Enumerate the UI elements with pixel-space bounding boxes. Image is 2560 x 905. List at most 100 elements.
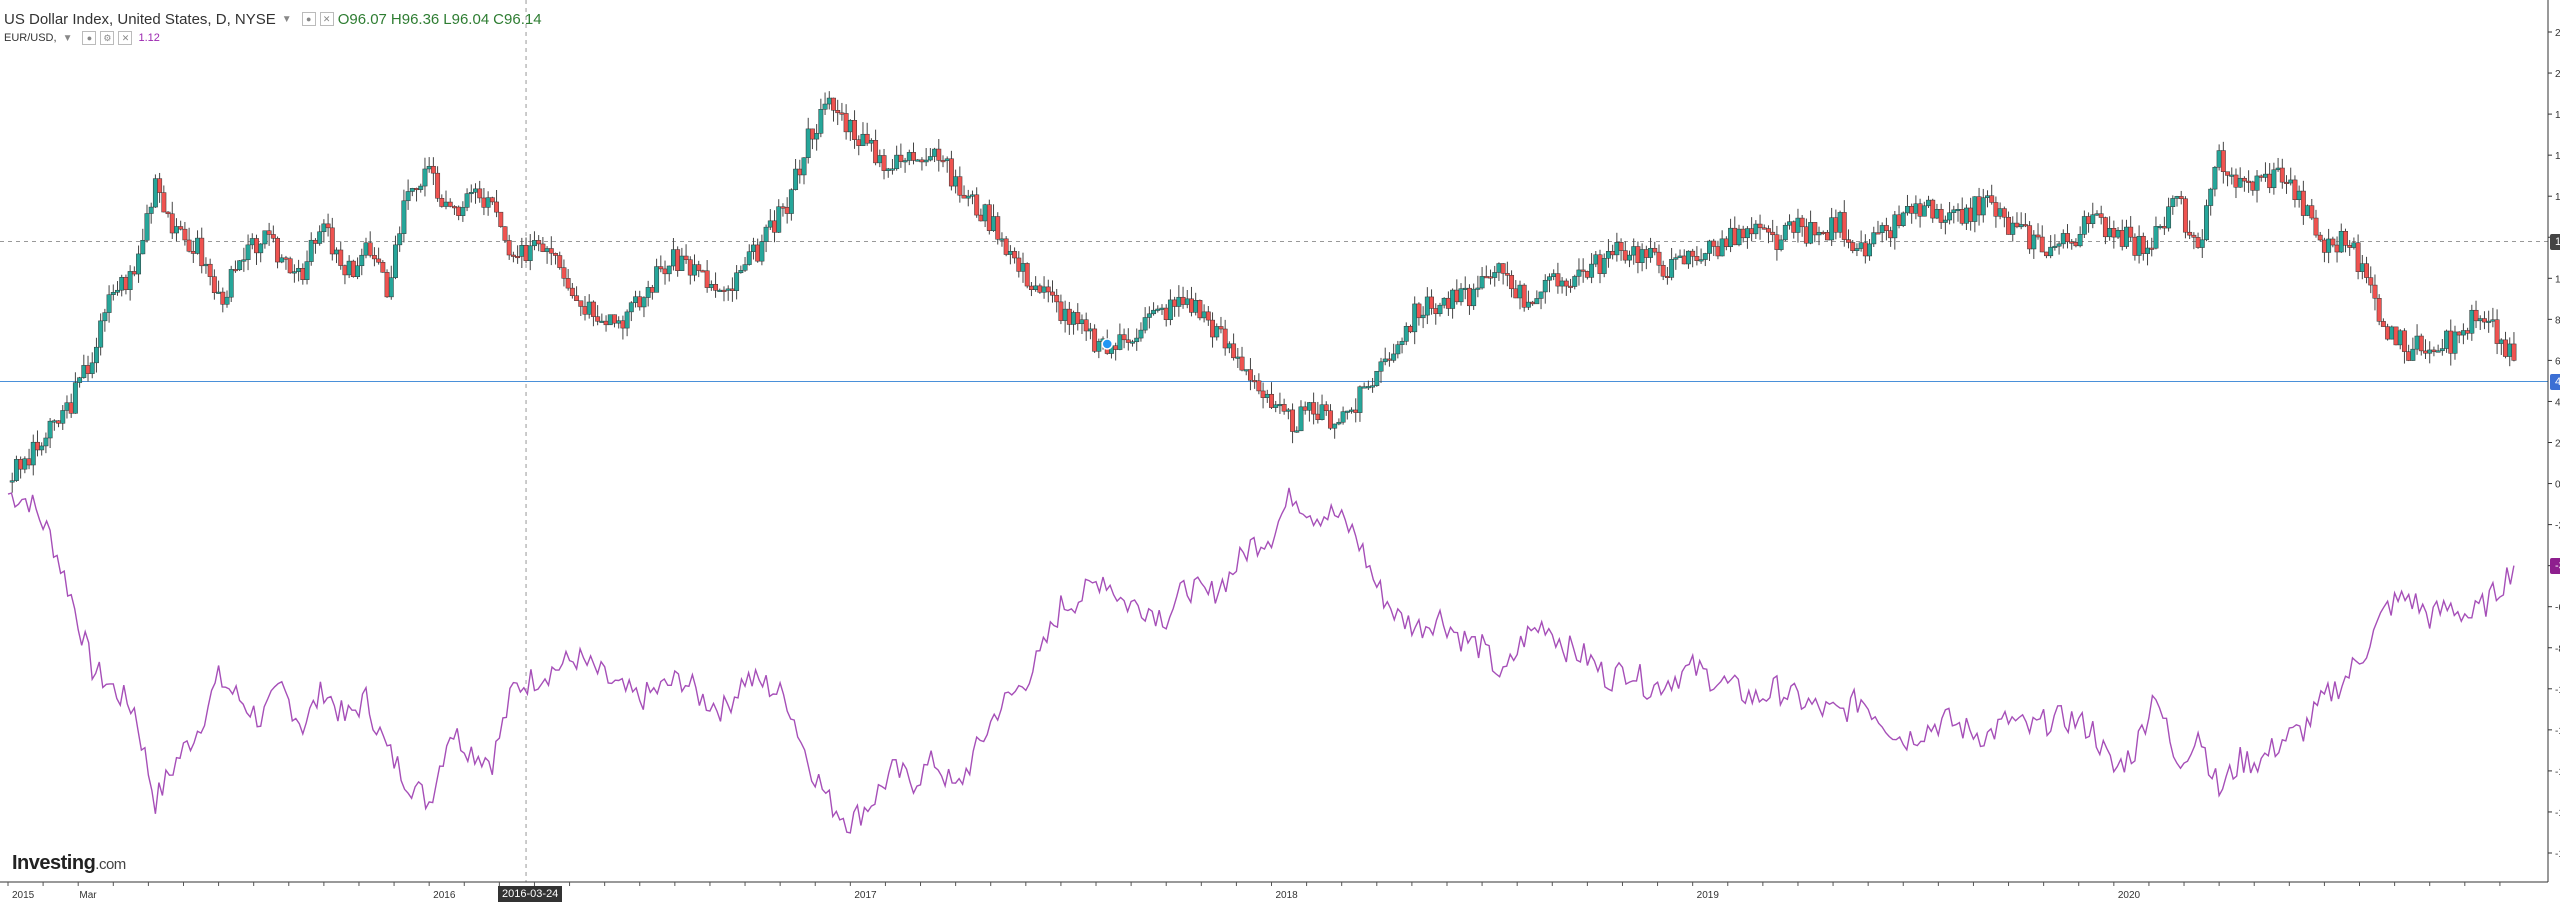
candle-body: [1816, 231, 1822, 236]
dxy-candle: [1947, 201, 1953, 225]
candle-body: [498, 211, 504, 227]
dxy-candle: [211, 269, 217, 300]
dxy-candle: [2241, 176, 2247, 192]
dxy-candle: [77, 376, 83, 388]
dxy-candle: [1336, 418, 1342, 426]
dxy-candle: [355, 257, 361, 280]
dxy-candle: [2372, 274, 2378, 311]
candle-body: [1243, 369, 1249, 372]
dxy-candle: [1740, 225, 1746, 243]
dxy-candle: [1066, 301, 1072, 335]
candle-body: [1450, 289, 1456, 309]
candle-body: [2014, 222, 2020, 228]
dxy-candle: [1892, 210, 1898, 250]
dxy-candle: [2334, 236, 2340, 263]
candle-body: [2263, 173, 2268, 178]
dxy-candle: [822, 92, 828, 115]
candle-body: [1117, 334, 1123, 350]
close-icon[interactable]: ✕: [118, 31, 133, 45]
dxy-candle: [553, 252, 558, 265]
dxy-candle: [1690, 248, 1696, 268]
dxy-candle: [578, 300, 584, 316]
dxy-candle: [283, 255, 289, 270]
dxy-candle: [1833, 209, 1839, 240]
dxy-candle: [22, 456, 28, 474]
candle-body: [1458, 288, 1464, 303]
dxy-candle: [136, 245, 142, 283]
eye-icon[interactable]: ●: [301, 12, 316, 26]
dxy-candle: [906, 149, 912, 166]
candle-body: [2284, 181, 2289, 184]
candle-body: [2389, 326, 2395, 340]
candle-body: [2187, 231, 2193, 236]
candle-body: [2107, 227, 2113, 238]
dxy-candle: [98, 313, 104, 356]
eye-icon[interactable]: ●: [82, 31, 97, 45]
dxy-candle: [443, 190, 449, 210]
candle-body: [371, 255, 377, 260]
candle-body: [2330, 238, 2336, 246]
candle-body: [1905, 206, 1910, 214]
candle-body: [1024, 263, 1030, 287]
dxy-candle: [115, 281, 120, 296]
dxy-candle: [119, 274, 125, 297]
candle-body: [633, 296, 638, 304]
candle-body: [1408, 326, 1413, 333]
dxy-candle: [279, 254, 285, 264]
candle-body: [1016, 257, 1022, 272]
dxy-candle: [1466, 284, 1472, 315]
dxy-candle: [2389, 325, 2395, 340]
dxy-candle: [2271, 162, 2277, 195]
candle-body: [2267, 173, 2273, 189]
close-icon[interactable]: ✕: [319, 12, 334, 26]
candle-body: [131, 271, 137, 275]
brand-name: Investing: [12, 852, 96, 874]
chevron-down-icon[interactable]: ▼: [62, 32, 73, 44]
candle-body: [1353, 409, 1359, 413]
candle-body: [2490, 319, 2496, 322]
candle-body: [1370, 385, 1376, 388]
candle-body: [1517, 284, 1523, 299]
candle-body: [2305, 205, 2311, 216]
dxy-candle: [2498, 338, 2504, 355]
candle-body: [873, 140, 879, 164]
dxy-candle: [670, 238, 676, 271]
dxy-candle: [228, 265, 234, 302]
candle-body: [409, 188, 415, 192]
settings-icon[interactable]: ⚙: [100, 31, 115, 45]
dxy-candle: [51, 419, 57, 431]
dxy-candle: [157, 172, 163, 203]
chevron-down-icon[interactable]: ▼: [281, 13, 292, 25]
candle-body: [2507, 343, 2513, 357]
candle-body: [1037, 285, 1043, 293]
candle-body: [39, 445, 45, 451]
dxy-candle: [1816, 226, 1822, 246]
dxy-candle: [2204, 199, 2209, 242]
candle-body: [569, 287, 575, 296]
dxy-candle: [2115, 227, 2121, 239]
candle-body: [1205, 311, 1211, 321]
dxy-candle: [2153, 216, 2159, 250]
candle-body: [1323, 404, 1329, 411]
dxy-candle: [1142, 307, 1148, 334]
dxy-candle: [1332, 423, 1338, 439]
candle-body: [77, 377, 83, 383]
dxy-candle: [1277, 392, 1283, 414]
candle-body: [1909, 206, 1915, 214]
candle-body: [2065, 233, 2070, 243]
candle-body: [270, 234, 276, 239]
dxy-candle: [1408, 324, 1413, 334]
candle-body: [1050, 291, 1055, 296]
candle-body: [2448, 330, 2454, 354]
dxy-candle: [464, 188, 470, 212]
candle-body: [1702, 253, 1708, 260]
dxy-candle: [873, 129, 879, 166]
y-tick-label: -18.00%: [2555, 849, 2560, 860]
candle-body: [2001, 208, 2007, 218]
candle-body: [1260, 390, 1266, 398]
candle-body: [1618, 242, 1624, 251]
dxy-candle: [489, 196, 495, 205]
dxy-candle: [47, 417, 53, 449]
dxy-candle: [1711, 238, 1717, 257]
